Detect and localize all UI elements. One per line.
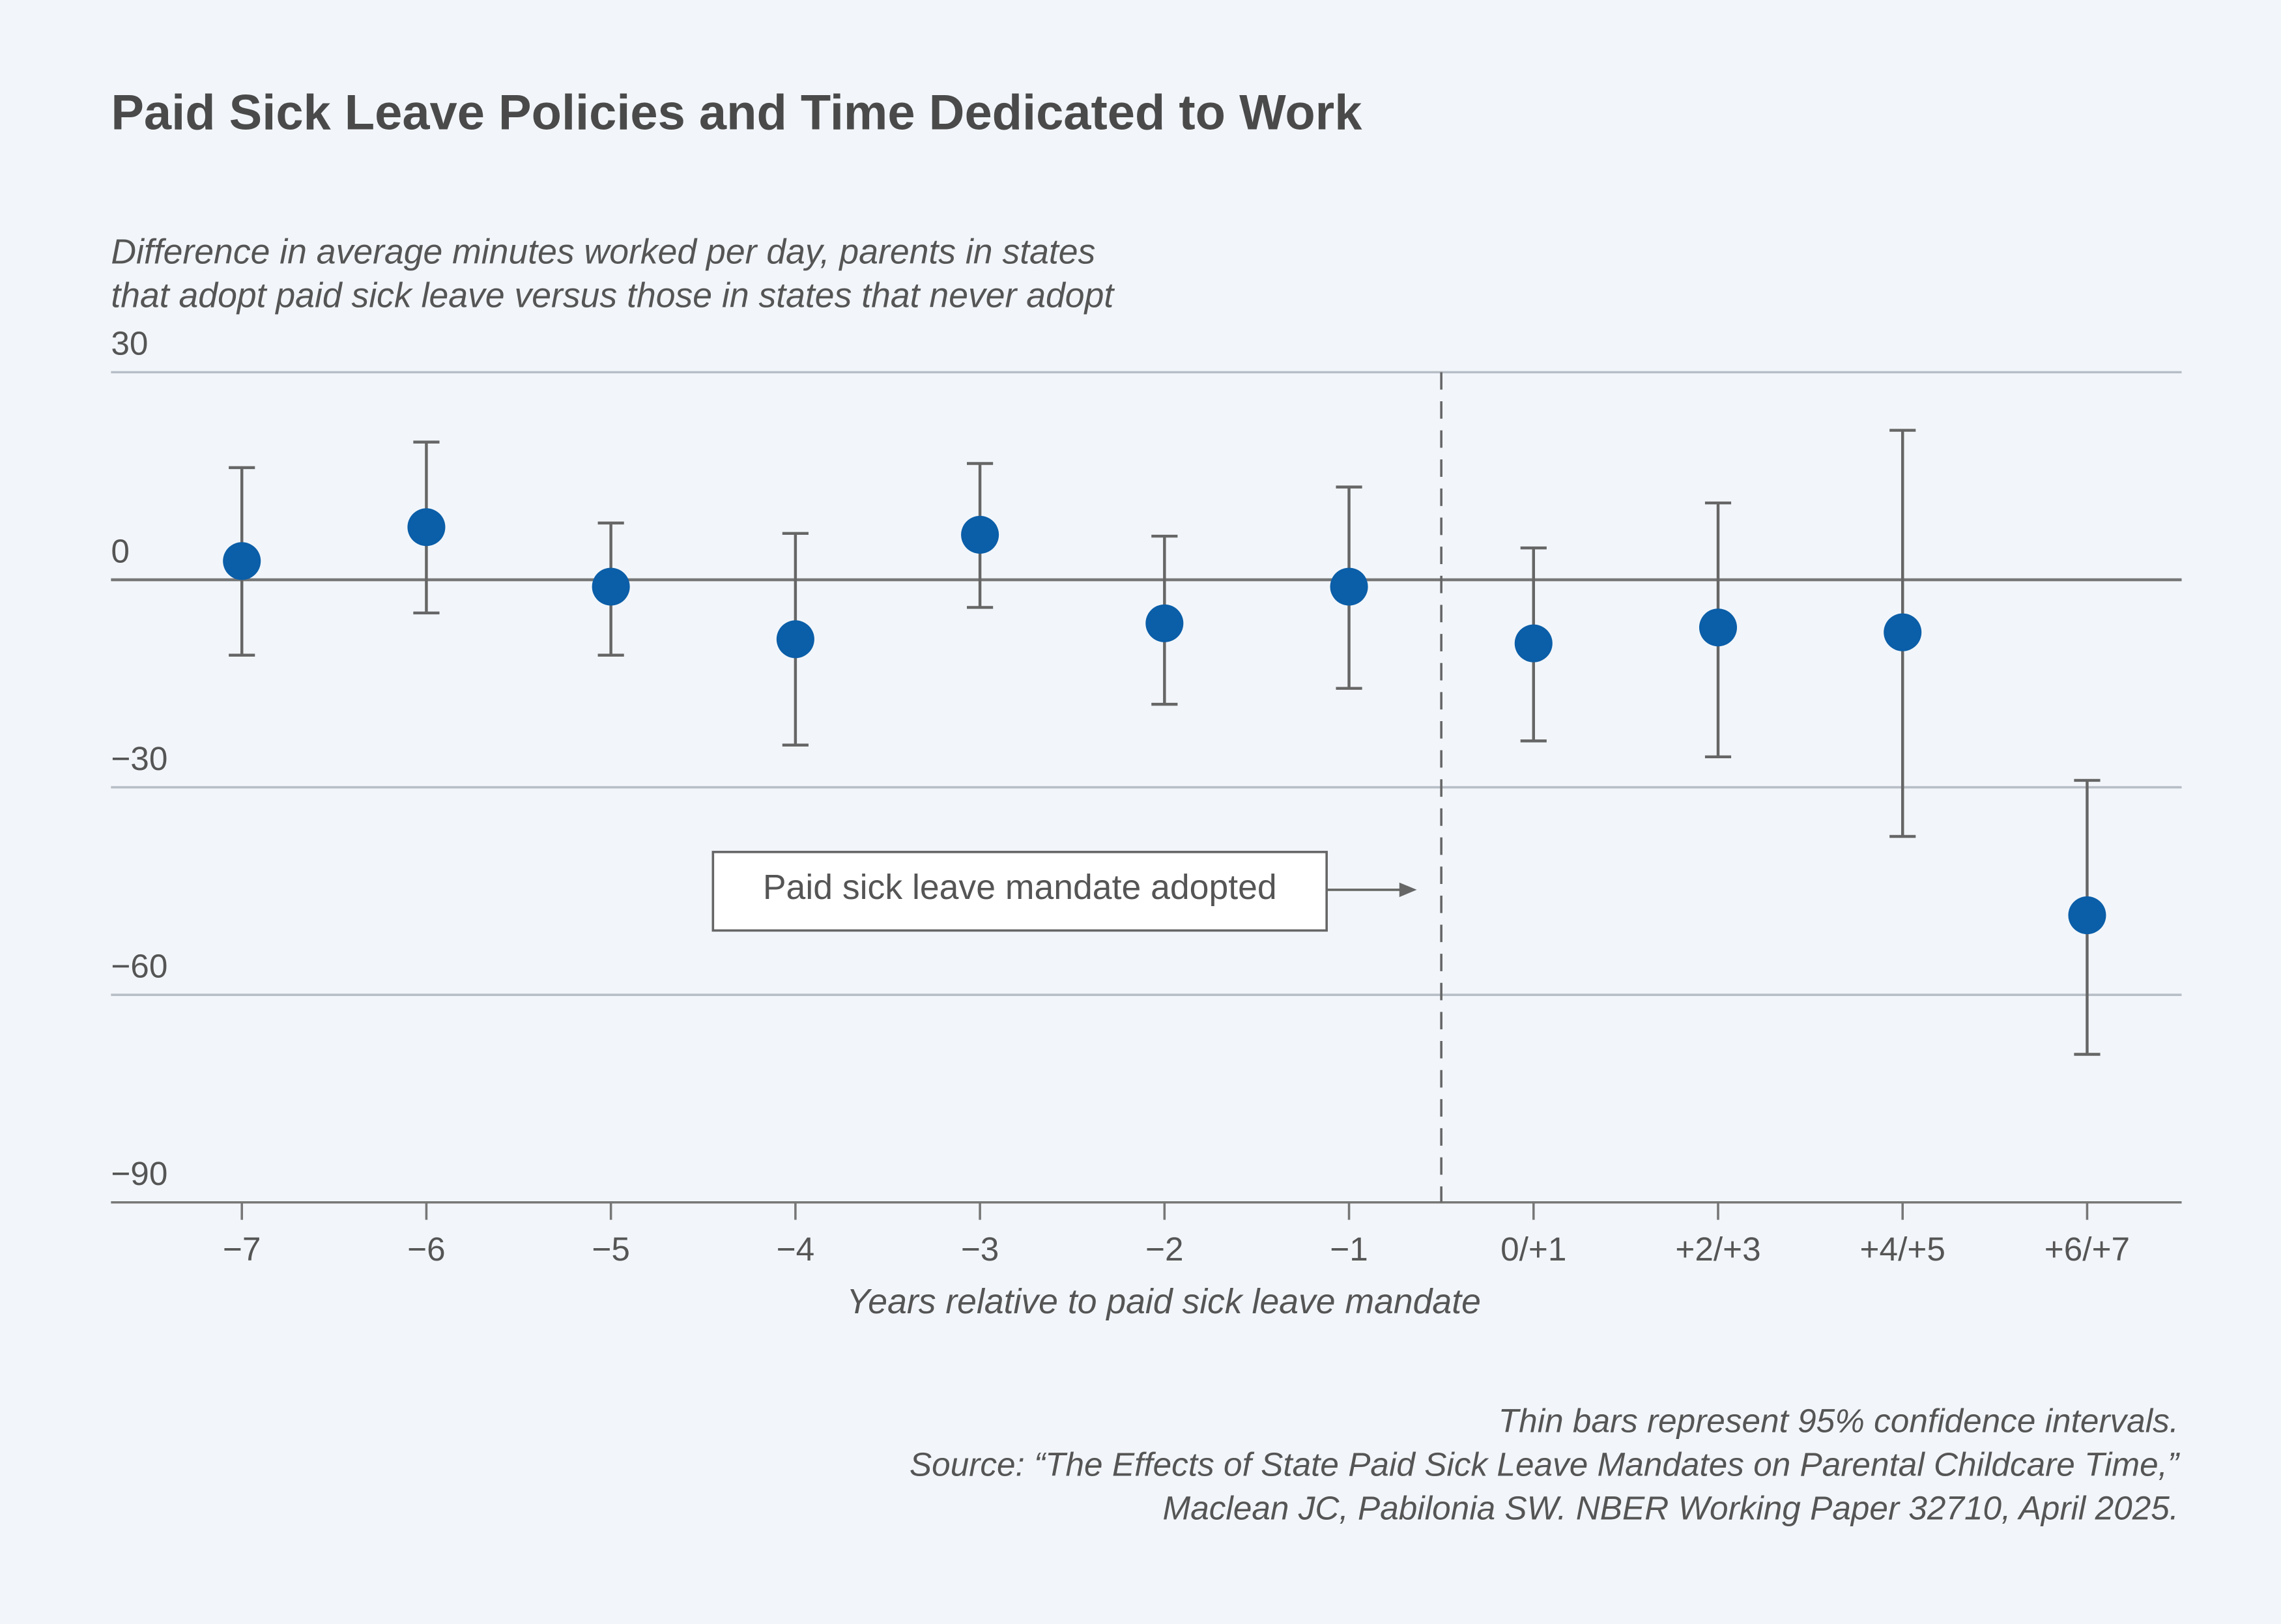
point [776, 620, 814, 659]
y-axis-title: that adopt paid sick leave versus those … [111, 277, 1115, 315]
y-tick-label: 30 [111, 325, 148, 362]
point [961, 515, 999, 554]
x-axis-title: Years relative to paid sick leave mandat… [847, 1283, 1481, 1321]
point [223, 542, 261, 580]
x-tick-label: −4 [777, 1231, 815, 1268]
point [1699, 608, 1738, 647]
y-tick-label: 0 [111, 532, 130, 569]
y-axis-title: Difference in average minutes worked per… [111, 233, 1095, 272]
point [407, 508, 446, 547]
point [1884, 613, 1922, 651]
point [1145, 604, 1184, 642]
x-tick-label: −1 [1330, 1231, 1368, 1268]
x-tick-label: −5 [592, 1231, 630, 1268]
x-tick-label: −3 [961, 1231, 999, 1268]
annotation: Paid sick leave mandate adopted [763, 868, 1277, 907]
x-tick-label: −6 [407, 1231, 446, 1268]
annotation-box [711, 851, 1328, 932]
note: Thin bars represent 95% confidence inter… [1499, 1403, 2179, 1440]
x-tick-label: −2 [1145, 1231, 1184, 1268]
point [1330, 567, 1368, 606]
y-tick-label: −90 [111, 1155, 167, 1192]
y-tick-label: −30 [111, 740, 167, 777]
note: Maclean JC, Pabilonia SW. NBER Working P… [1162, 1489, 2179, 1526]
x-tick-label: 0/+1 [1500, 1231, 1566, 1268]
point [592, 567, 630, 606]
note: Source: “The Effects of State Paid Sick … [910, 1446, 2180, 1483]
y-tick-label: −60 [111, 948, 167, 985]
x-tick-label: −7 [223, 1231, 261, 1268]
x-tick-label: +6/+7 [2044, 1231, 2130, 1268]
annotation-arrowhead [1399, 882, 1417, 898]
point [2068, 896, 2106, 935]
chart-title: Paid Sick Leave Policies and Time Dedica… [111, 85, 1362, 141]
x-tick-label: +2/+3 [1675, 1231, 1760, 1268]
x-tick-label: +4/+5 [1860, 1231, 1945, 1268]
point [1514, 624, 1553, 662]
